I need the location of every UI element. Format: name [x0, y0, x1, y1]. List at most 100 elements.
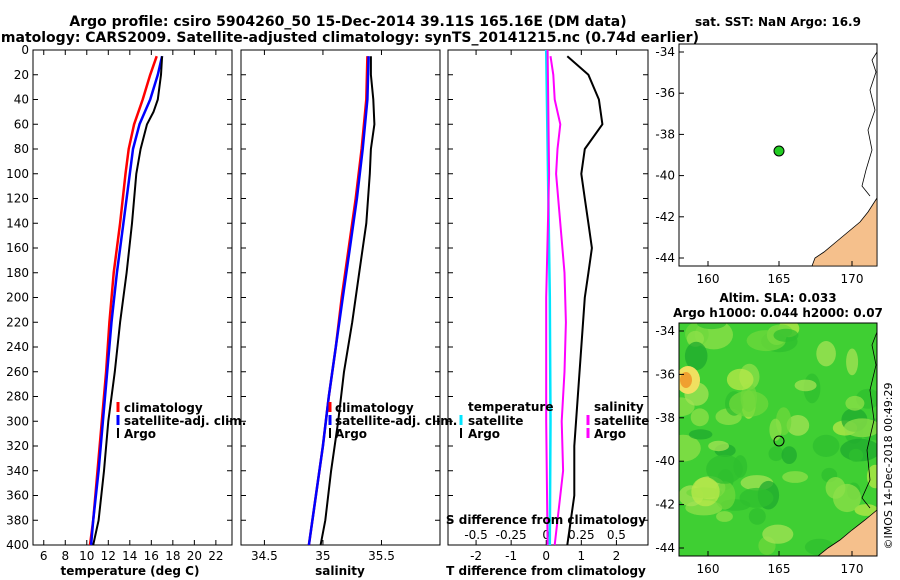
legend-t-argo-label: Argo	[468, 427, 500, 441]
title-line-2: Climatology: CARS2009. Satellite-adjuste…	[0, 30, 699, 46]
series-satellite-adj-clim-	[307, 56, 370, 546]
map-y-tick-label: -42	[655, 498, 675, 512]
s-diff-tick-label: 0.25	[568, 528, 595, 542]
y-tick-label: 20	[14, 68, 29, 82]
sla-blob	[794, 379, 817, 392]
map-x-tick-label: 165	[768, 272, 791, 286]
x-tick-label: 18	[165, 549, 180, 563]
difference-legend: temperature satellite Argo salinity sate…	[459, 400, 649, 441]
x-tick-label: 10	[79, 549, 94, 563]
s-diff-xlabel: S difference from climatology	[446, 513, 646, 527]
x-tick-label: 35.5	[368, 549, 395, 563]
x-tick-label: 8	[61, 549, 69, 563]
temperature-xlabel: temperature (deg C)	[61, 564, 200, 578]
map-x-tick-label: 165	[768, 562, 791, 576]
sla-blob	[748, 508, 766, 525]
sla-blob	[781, 446, 797, 464]
legend-temperature-title: temperature	[468, 400, 553, 414]
legend-argo-label: Argo	[335, 427, 367, 441]
y-tick-label: 320	[6, 439, 29, 453]
sla-blob	[690, 408, 709, 427]
sla-blob	[782, 471, 808, 483]
s-diff-tick-label: 0.5	[607, 528, 626, 542]
t-diff-xlabel: T difference from climatology	[446, 564, 646, 578]
sla-blob	[679, 434, 701, 462]
map-y-tick-label: -36	[655, 367, 675, 381]
sla-blob	[729, 390, 769, 417]
legend-s-argo-label: Argo	[594, 427, 626, 441]
y-tick-label: 300	[6, 414, 29, 428]
sla-blob	[733, 455, 748, 478]
y-tick-label: 60	[14, 117, 29, 131]
y-tick-label: 0	[21, 43, 29, 57]
x-tick-label: 22	[208, 549, 223, 563]
sla-blob	[714, 481, 736, 510]
x-tick-label: 34.5	[251, 549, 278, 563]
legend-satellite-label: satellite-adj. clim.	[335, 414, 457, 428]
map-y-tick-label: -40	[655, 454, 675, 468]
series-argo	[92, 56, 164, 546]
temperature-plot: 6 8 10 12 14 16 18 20 22020406080100120140160180…	[6, 43, 232, 563]
sla-blob	[706, 454, 743, 484]
sla-blob	[786, 415, 810, 436]
legend-s-satellite-label: satellite	[594, 414, 649, 428]
sla-blob	[833, 483, 861, 513]
map-y-tick-label: -34	[655, 324, 675, 338]
s-diff-tick-label: 0	[542, 528, 550, 542]
map-y-tick-label: -44	[655, 541, 675, 555]
y-tick-label: 220	[6, 315, 29, 329]
imos-stamp: ©IMOS 14-Dec-2018 00:49:29	[882, 383, 895, 550]
x-tick-label: -2	[470, 549, 482, 563]
y-tick-label: 260	[6, 365, 29, 379]
temperature-legend: climatology satellite-adj. clim. Argo	[116, 401, 246, 441]
y-tick-label: 280	[6, 390, 29, 404]
sla-blob	[708, 440, 729, 452]
y-tick-label: 80	[14, 142, 29, 156]
s-diff-tick-label: -0.5	[464, 528, 487, 542]
sla-blob	[768, 446, 784, 462]
sla-map-field	[679, 323, 877, 556]
y-tick-label: 180	[6, 266, 29, 280]
title-line-1: Argo profile: csiro 5904260_50 15-Dec-20…	[69, 14, 626, 30]
sla-blob	[845, 395, 865, 411]
sla-blob	[762, 524, 794, 544]
sla-blob	[684, 341, 708, 371]
series-satellite-adj-clim-	[89, 55, 164, 546]
map-x-tick-label: 170	[841, 562, 864, 576]
series-s-satellite	[545, 49, 551, 546]
legend-climatology-label: climatology	[124, 401, 203, 415]
x-tick-label: 14	[122, 549, 137, 563]
legend-t-satellite-label: satellite	[468, 414, 523, 428]
map-y-tick-label: -38	[655, 127, 675, 141]
y-tick-label: 360	[6, 489, 29, 503]
difference-plot: -2 -1 0 1 2 -0.5 -0.25 0 0.25 0.5	[448, 49, 648, 563]
map-y-tick-label: -36	[655, 86, 675, 100]
sla-blob	[844, 418, 877, 438]
y-tick-label: 200	[6, 291, 29, 305]
sst-map-land	[811, 196, 878, 267]
sla-map-title-1: Altim. SLA: 0.033	[719, 291, 836, 305]
y-tick-label: 380	[6, 513, 29, 527]
sla-map-frame	[678, 322, 878, 557]
series-s-argo	[549, 56, 567, 546]
sla-map-ticks: -34 -36 -38 -40 -42 -44 160 165 170	[655, 324, 863, 576]
sla-blob	[726, 368, 754, 391]
salinity-xlabel: salinity	[315, 564, 365, 578]
series-argo	[319, 56, 376, 546]
temperature-axes	[32, 49, 233, 546]
sla-map-title-2: Argo h1000: 0.044 h2000: 0.07	[673, 306, 883, 320]
map-x-tick-label: 160	[697, 272, 720, 286]
y-tick-label: 240	[6, 340, 29, 354]
y-tick-label: 120	[6, 192, 29, 206]
legend-satellite-label: satellite-adj. clim.	[124, 414, 246, 428]
sst-map-title: sat. SST: NaN Argo: 16.9	[695, 15, 861, 29]
series-t-argo	[566, 55, 604, 546]
legend-salinity-title: salinity	[594, 400, 644, 414]
map-y-tick-label: -40	[655, 169, 675, 183]
sla-blob	[773, 328, 799, 342]
sst-map-coastline	[861, 51, 878, 197]
sla-blob	[816, 341, 836, 367]
sla-blob	[769, 418, 782, 441]
map-x-tick-label: 160	[697, 562, 720, 576]
y-tick-label: 340	[6, 464, 29, 478]
